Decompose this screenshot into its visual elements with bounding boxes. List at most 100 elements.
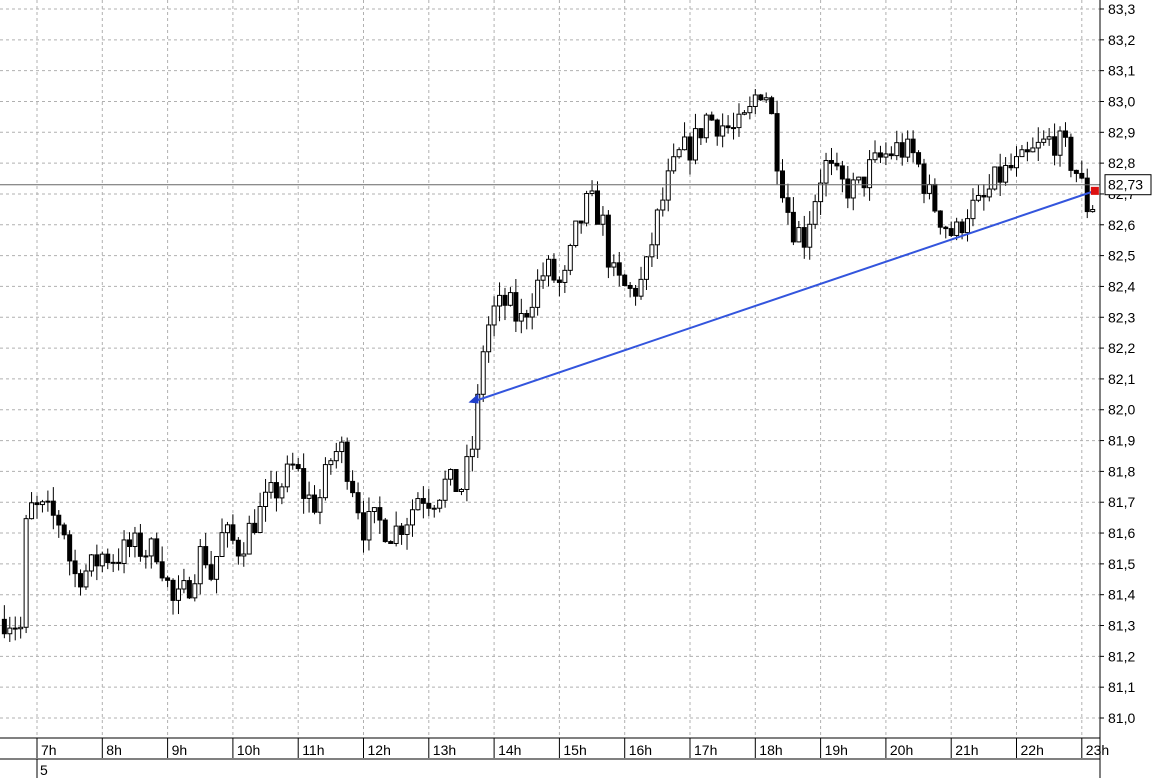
candle-up (638, 278, 644, 297)
candle-up (437, 499, 443, 509)
candle-up (1019, 149, 1025, 158)
candle-up (818, 182, 824, 203)
candle-down (127, 539, 133, 548)
candle-up (883, 153, 889, 158)
candle-up (741, 112, 747, 115)
candle-up (812, 201, 818, 225)
y-tick-label: 81,1 (1108, 679, 1135, 695)
candle-up (720, 125, 726, 137)
candle-up (546, 258, 552, 277)
candle-up (322, 464, 328, 499)
candle-up (175, 588, 181, 601)
candle-up (692, 128, 698, 161)
candle-up (480, 351, 486, 395)
candle-up (366, 511, 372, 541)
y-tick-label: 83,1 (1108, 63, 1135, 79)
candle-up (905, 138, 911, 158)
y-tick-label: 81,3 (1108, 618, 1135, 634)
gridlines (0, 0, 1100, 738)
candle-up (654, 209, 660, 246)
y-tick-label: 82,5 (1108, 248, 1135, 264)
candle-up (263, 491, 269, 507)
candle-up (192, 583, 198, 599)
candle-down (769, 97, 775, 115)
candle-up (88, 554, 94, 572)
candle-down (290, 463, 296, 466)
candle-up (850, 179, 856, 199)
candle-down (1008, 164, 1014, 169)
candle-up (660, 199, 666, 211)
candle-up (986, 188, 992, 198)
candle-down (932, 183, 938, 212)
x-tick-label: 12h (368, 742, 391, 758)
candle-up (752, 94, 758, 107)
x-tick-label: 14h (498, 742, 521, 758)
candle-up (491, 305, 497, 326)
candle-up (39, 501, 45, 506)
candle-down (235, 539, 241, 557)
candle-up (214, 555, 220, 580)
candle-down (551, 258, 557, 281)
candle-up (567, 245, 573, 271)
candle-up (415, 498, 421, 511)
candle-up (241, 553, 247, 557)
y-tick-label: 81,9 (1108, 433, 1135, 449)
y-tick-label: 81,0 (1108, 710, 1135, 726)
candle-up (1041, 138, 1047, 143)
candle-up (328, 460, 334, 466)
candle-down (50, 500, 56, 516)
candle-up (643, 256, 649, 280)
candle-down (877, 152, 883, 158)
candle-down (116, 561, 122, 564)
candle-up (279, 486, 285, 499)
y-tick-label: 82,1 (1108, 371, 1135, 387)
candle-down (899, 142, 905, 158)
candle-up (317, 497, 323, 513)
candle-up (747, 105, 753, 114)
last-price-label: 82,73 (1108, 177, 1143, 193)
candle-up (872, 152, 878, 161)
candle-up (404, 524, 410, 535)
y-tick-label: 82,4 (1108, 278, 1135, 294)
y-tick-label: 82,6 (1108, 217, 1135, 233)
x-tick-label: 15h (563, 742, 586, 758)
x-tick-label: 11h (302, 742, 324, 758)
x-tick-label: 8h (106, 742, 122, 758)
x-tick-label: 18h (759, 742, 782, 758)
candle-up (257, 505, 263, 534)
candle-up (29, 502, 35, 520)
axes (0, 0, 1104, 778)
candle-down (513, 292, 519, 322)
candle-down (420, 498, 426, 504)
candle-up (611, 262, 617, 268)
candle-up (535, 279, 541, 308)
candle-down (165, 577, 171, 581)
x-tick-label: 16h (629, 742, 652, 758)
candle-up (703, 114, 709, 139)
candle-up (600, 214, 606, 225)
candle-down (159, 561, 165, 579)
candle-up (763, 97, 769, 101)
trendline-start-marker (468, 393, 479, 404)
candle-down (687, 136, 693, 161)
trendline-group (0, 184, 1100, 404)
y-tick-label: 83,0 (1108, 93, 1135, 109)
candle-up (682, 136, 688, 151)
candle-up (975, 194, 981, 201)
candle-down (861, 176, 867, 189)
candle-up (970, 199, 976, 220)
candle-up (894, 142, 900, 157)
candle-up (121, 539, 127, 564)
candle-up (458, 488, 464, 492)
candle-down (594, 190, 600, 225)
candle-down (1024, 149, 1030, 153)
x-tick-label: 20h (890, 742, 913, 758)
candle-down (616, 262, 622, 276)
y-tick-label: 82,3 (1108, 309, 1135, 325)
x-tick-label: 19h (825, 742, 848, 758)
candle-up (339, 441, 345, 453)
candle-down (12, 627, 18, 630)
candle-down (774, 113, 780, 172)
candle-up (333, 451, 339, 462)
